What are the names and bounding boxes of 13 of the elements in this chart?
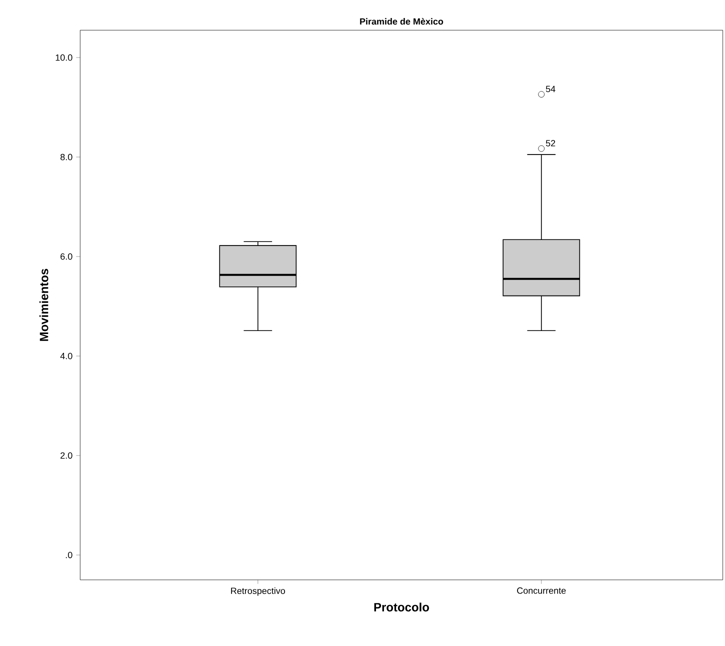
chart-title: Piramide de Mèxico	[360, 18, 444, 25]
x-tick-label: Concurrente	[517, 587, 566, 594]
x-axis-title: Protocolo	[374, 602, 429, 612]
x-tick-label: Retrospectivo	[231, 587, 286, 596]
y-tick-label: 8.0	[60, 154, 72, 160]
y-axis-title: Movimientos	[39, 268, 48, 341]
y-tick-label: 4.0	[60, 352, 72, 360]
y-tick-label: 2.0	[60, 452, 72, 459]
annotation: 52	[546, 140, 556, 146]
annotation: 54	[546, 86, 556, 92]
y-tick-label: 6.0	[60, 253, 72, 260]
y-tick-label: 10.0	[56, 54, 72, 61]
y-tick-label: .0	[66, 552, 72, 558]
